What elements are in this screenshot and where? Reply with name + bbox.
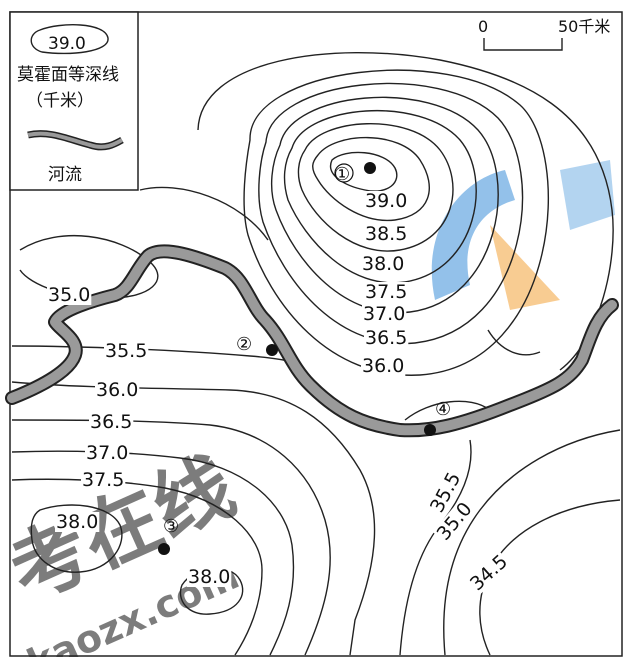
legend: 39.0 莫霍面等深线 （千米） 河流 [9, 11, 139, 191]
contour-ne-375 [283, 109, 477, 284]
contour-ne-360 [243, 69, 549, 376]
contour-label: 36.0 [96, 379, 138, 401]
contour-label-halo [104, 341, 149, 361]
scale-start: 0 [478, 17, 488, 36]
legend-river-sample-fill [27, 131, 123, 149]
river-fill [7, 246, 617, 436]
contour-label-halo [465, 550, 513, 596]
watermark-logo-wing [490, 225, 560, 310]
contour-label: 37.0 [86, 442, 128, 464]
contour-label: 36.0 [362, 355, 404, 377]
legend-contour-unit: （千米） [26, 91, 94, 111]
legend-contour-sample [30, 24, 109, 55]
contour-se-loop [404, 400, 491, 421]
contour-label: 35.0 [48, 284, 90, 306]
contour-355 [11, 345, 293, 363]
contour-label: 37.5 [82, 469, 124, 491]
point-2-marker [266, 344, 278, 356]
legend-river-label: 河流 [48, 165, 82, 185]
point-1-marker [364, 162, 376, 174]
watermark: 考在线 kaozx.com [0, 160, 615, 662]
contour-label: 38.0 [362, 253, 404, 275]
contour-label-halo [362, 304, 407, 324]
map-frame [9, 11, 623, 657]
contour-ne-385 [312, 136, 430, 222]
contour-label-halo [55, 512, 100, 532]
point-2-label: ② [236, 334, 252, 355]
river [5, 244, 619, 438]
point-4-label: ④ [435, 399, 451, 420]
contour-se-350 [443, 429, 621, 656]
contour-lines [11, 52, 621, 656]
scale-bar: 0 50千米 [478, 17, 610, 51]
watermark-logo-char [560, 160, 615, 230]
contour-label-halo [364, 328, 409, 348]
contour-label: 37.0 [363, 303, 405, 325]
contour-label: 38.0 [188, 566, 230, 588]
contour-nw-outer [139, 186, 269, 241]
contour-label-halo [81, 470, 126, 490]
legend-sample-value: 39.0 [48, 34, 86, 54]
contour-label-halo [187, 567, 232, 587]
contour-label: 38.5 [365, 223, 407, 245]
point-1-label: ① [334, 164, 350, 185]
contour-label: 36.5 [365, 327, 407, 349]
location-points: ① ② ③ ④ [158, 162, 451, 555]
contour-se-345 [479, 499, 621, 656]
contour-ne-380 [297, 123, 454, 252]
point-3-label: ③ [163, 516, 179, 537]
contour-380-a [30, 504, 123, 573]
contour-ne-365 [258, 82, 524, 345]
contour-label: 37.5 [365, 281, 407, 303]
scale-line [483, 38, 563, 51]
contour-label: 35.5 [105, 340, 147, 362]
contour-label: 39.0 [365, 190, 407, 212]
contour-label-halo [364, 191, 409, 211]
point-1-ring [334, 163, 354, 183]
watermark-logo-arc [431, 170, 515, 300]
legend-box [9, 11, 139, 191]
contour-label: 38.0 [56, 511, 98, 533]
contour-label-halo [89, 412, 134, 432]
contour-label-halo [47, 285, 92, 305]
contour-label-halo [361, 356, 406, 376]
contour-label-halo [426, 468, 465, 517]
contour-label-halo [432, 498, 477, 545]
legend-contour-title: 莫霍面等深线 [17, 65, 119, 85]
contour-ne-outer [197, 52, 614, 371]
contour-se-355 [399, 439, 472, 656]
contour-label-halo [364, 282, 409, 302]
contour-label: 36.5 [90, 411, 132, 433]
contour-ne-370 [271, 96, 499, 314]
contour-label-halo [364, 224, 409, 244]
contour-label: 34.5 [466, 551, 512, 596]
contour-label-halo [95, 380, 140, 400]
contour-label-halo [85, 443, 130, 463]
contour-label-halo [361, 254, 406, 274]
contour-label-group: 39.0 38.5 38.0 37.5 37.0 36.5 36.0 35.0 … [47, 190, 513, 596]
scale-end: 50千米 [558, 17, 610, 36]
contour-e-outer [487, 329, 541, 356]
point-3-marker [158, 543, 170, 555]
point-4-marker [424, 424, 436, 436]
